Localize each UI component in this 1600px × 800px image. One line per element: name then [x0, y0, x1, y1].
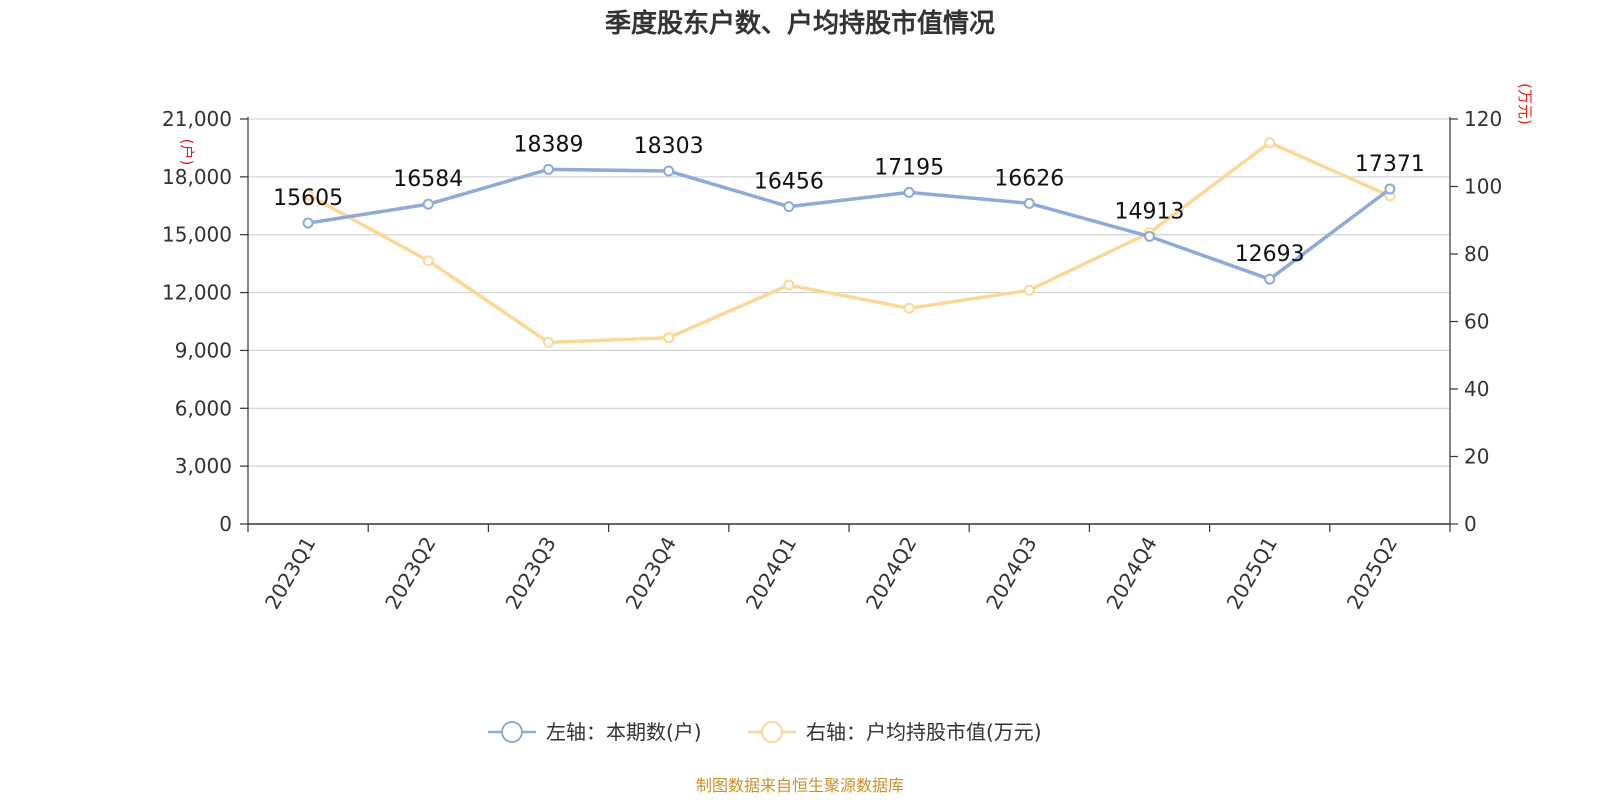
y-left-tick-label: 21,000	[162, 107, 232, 131]
x-tick-label: 2023Q3	[500, 533, 560, 614]
legend-label: 左轴：本期数(户)	[546, 720, 702, 744]
legend-label: 右轴：户均持股市值(万元)	[806, 720, 1042, 744]
y-right-tick-label: 100	[1464, 175, 1502, 199]
legend: 左轴：本期数(户) 右轴：户均持股市值(万元)	[488, 720, 1042, 744]
y-left-tick-label: 6,000	[175, 396, 232, 420]
data-label: 16584	[393, 167, 463, 192]
y-left-tick-label: 15,000	[162, 223, 232, 247]
x-tick-label: 2023Q4	[621, 533, 681, 614]
y-right-tick-label: 40	[1464, 377, 1489, 401]
x-tick-label: 2023Q2	[380, 533, 440, 614]
legend-marker	[761, 721, 783, 743]
grid-lines	[248, 118, 1450, 467]
x-tick-label: 2025Q1	[1222, 533, 1282, 614]
data-label: 17371	[1355, 152, 1425, 177]
data-labels: 15605 16584 18389 18303 16456 17195 16626 14913…	[273, 132, 1425, 267]
data-label: 15605	[273, 186, 343, 211]
chart-title: 季度股东户数、户均持股市值情况	[605, 8, 995, 39]
data-label: 18389	[514, 132, 584, 157]
data-label: 14913	[1115, 199, 1185, 224]
series-point-left	[903, 186, 915, 198]
series-point-left	[422, 198, 434, 210]
x-tick-label: 2023Q1	[260, 533, 320, 614]
series-point-right	[783, 279, 795, 291]
y-left-tick-label: 18,000	[162, 165, 232, 189]
y-left-unit: (户)	[178, 139, 196, 166]
legend-marker	[501, 721, 523, 743]
series-point-left	[1023, 197, 1035, 209]
data-label: 12693	[1235, 242, 1305, 267]
y-right-tick-label: 80	[1464, 242, 1489, 266]
axes: 0 3,000 6,000 9,000 12,000 15,000 18,000 21,000…	[162, 83, 1534, 613]
series-point-left	[663, 165, 675, 177]
series-point-right	[1264, 137, 1276, 149]
series-point-left	[1144, 230, 1155, 242]
x-tick-label: 2025Q2	[1342, 533, 1402, 614]
data-label: 17195	[874, 155, 944, 180]
y-left-tick-label: 12,000	[162, 281, 232, 305]
y-right-tick-label: 60	[1464, 310, 1489, 334]
source-note: 制图数据来自恒生聚源数据库	[696, 776, 904, 795]
y-right-tick-label: 0	[1464, 512, 1477, 536]
data-label: 16626	[994, 166, 1064, 191]
series-line-left	[307, 167, 1391, 281]
series-point-left	[1384, 183, 1396, 195]
y-left-tick-label: 9,000	[175, 338, 232, 362]
series-point-left	[783, 201, 795, 213]
y-right-tick-label: 20	[1464, 445, 1489, 469]
series-point-right	[1023, 284, 1035, 296]
series-point-left	[543, 163, 554, 175]
x-tick-label: 2024Q1	[741, 533, 801, 614]
x-tick-label: 2024Q4	[1101, 533, 1161, 614]
series-point-right	[422, 255, 434, 267]
x-tick-label: 2024Q3	[981, 533, 1041, 614]
series-point-left	[1264, 273, 1276, 285]
series-point-right	[302, 189, 314, 201]
y-right-tick-label: 120	[1464, 107, 1502, 131]
series-point-right	[663, 332, 675, 344]
x-tick-label: 2024Q2	[861, 533, 921, 614]
data-label: 16456	[754, 170, 824, 195]
y-right-unit: (万元)	[1516, 83, 1534, 125]
series-line-right	[307, 140, 1391, 345]
data-label: 18303	[634, 134, 704, 159]
series	[302, 137, 1396, 348]
series-point-right	[543, 336, 554, 348]
series-point-left	[302, 217, 314, 229]
y-left-tick-label: 3,000	[175, 454, 232, 478]
y-left-tick-label: 0	[219, 512, 232, 536]
series-point-right	[903, 302, 915, 314]
